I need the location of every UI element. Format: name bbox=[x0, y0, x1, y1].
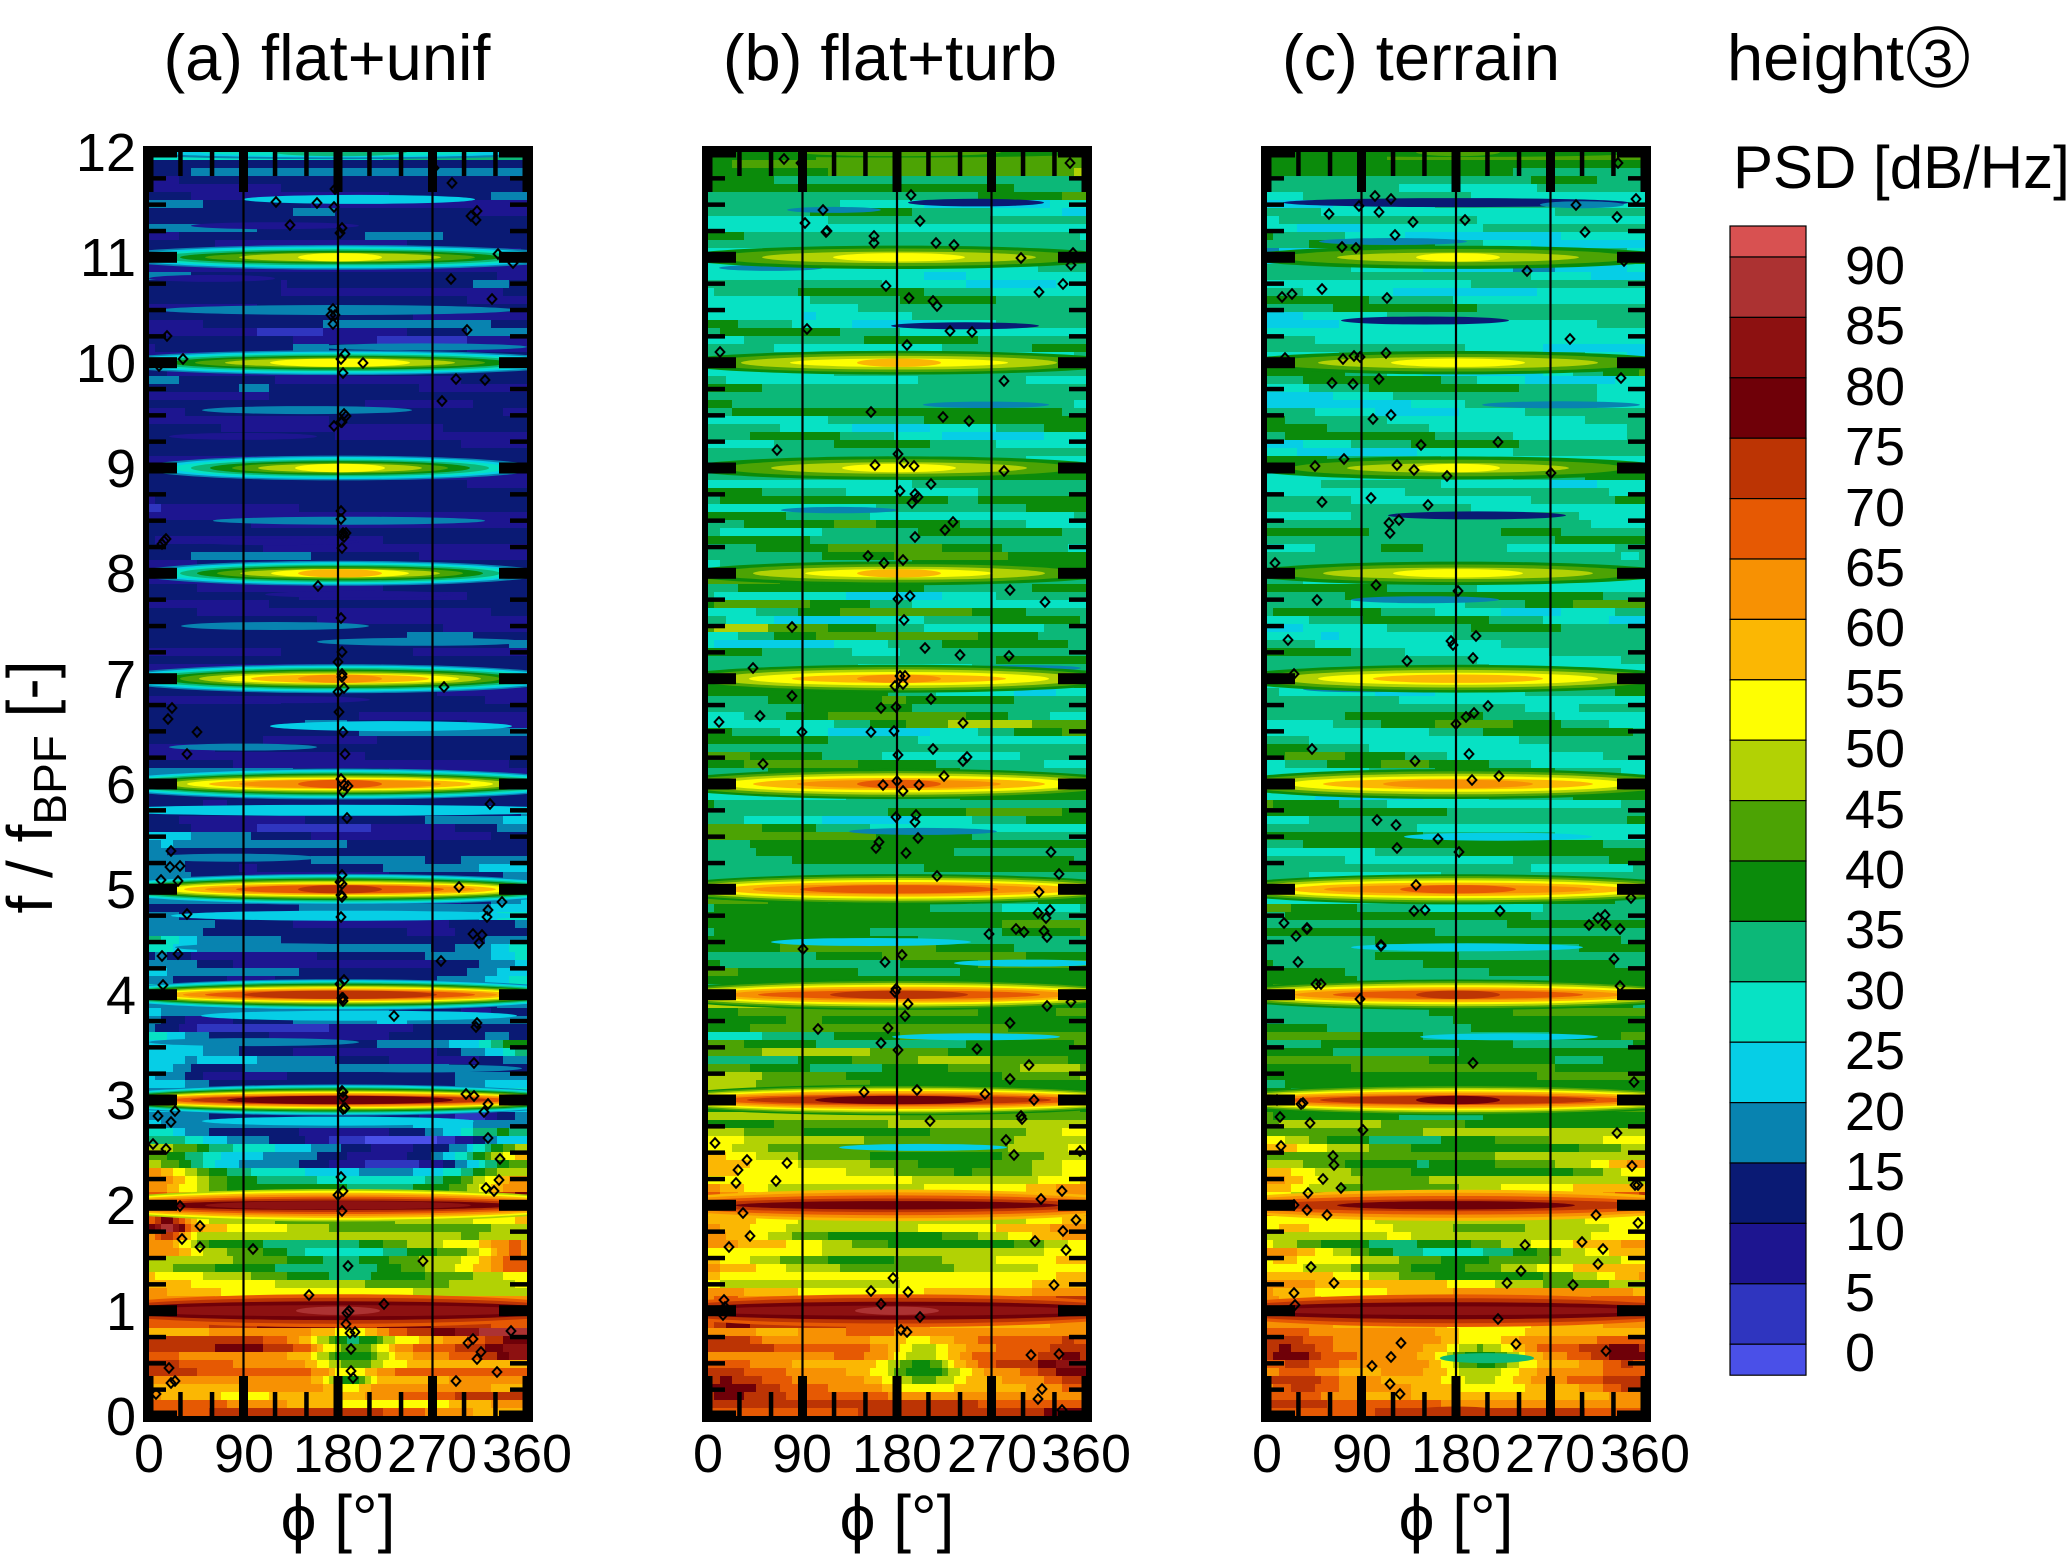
svg-text:0: 0 bbox=[134, 1424, 164, 1484]
svg-text:9: 9 bbox=[106, 439, 136, 499]
svg-text:270: 270 bbox=[947, 1424, 1037, 1484]
svg-text:90: 90 bbox=[772, 1424, 832, 1484]
svg-text:f / fBPF [-]: f / fBPF [-] bbox=[0, 660, 76, 913]
svg-text:30: 30 bbox=[1845, 961, 1905, 1021]
svg-text:85: 85 bbox=[1845, 296, 1905, 356]
svg-text:ϕ [°]: ϕ [°] bbox=[1399, 1482, 1514, 1554]
svg-text:90: 90 bbox=[214, 1424, 274, 1484]
svg-text:55: 55 bbox=[1845, 659, 1905, 719]
svg-text:ϕ [°]: ϕ [°] bbox=[840, 1482, 955, 1554]
svg-text:8: 8 bbox=[106, 544, 136, 604]
svg-text:0: 0 bbox=[1845, 1323, 1875, 1383]
svg-text:ϕ [°]: ϕ [°] bbox=[281, 1482, 396, 1554]
svg-text:80: 80 bbox=[1845, 357, 1905, 417]
svg-text:25: 25 bbox=[1845, 1021, 1905, 1081]
svg-text:180: 180 bbox=[852, 1424, 942, 1484]
svg-text:PSD [dB/Hz]: PSD [dB/Hz] bbox=[1733, 134, 2067, 201]
svg-text:360: 360 bbox=[482, 1424, 572, 1484]
svg-text:45: 45 bbox=[1845, 780, 1905, 840]
svg-text:360: 360 bbox=[1041, 1424, 1131, 1484]
svg-text:75: 75 bbox=[1845, 417, 1905, 477]
svg-text:5: 5 bbox=[106, 860, 136, 920]
svg-text:40: 40 bbox=[1845, 840, 1905, 900]
svg-text:15: 15 bbox=[1845, 1142, 1905, 1202]
svg-text:3: 3 bbox=[1923, 29, 1953, 89]
svg-text:270: 270 bbox=[1505, 1424, 1595, 1484]
svg-text:0: 0 bbox=[106, 1387, 136, 1447]
svg-text:65: 65 bbox=[1845, 538, 1905, 598]
svg-text:11: 11 bbox=[80, 228, 136, 288]
svg-text:10: 10 bbox=[76, 334, 136, 394]
svg-text:70: 70 bbox=[1845, 478, 1905, 538]
svg-text:90: 90 bbox=[1332, 1424, 1392, 1484]
svg-text:6: 6 bbox=[106, 755, 136, 815]
svg-text:180: 180 bbox=[293, 1424, 383, 1484]
svg-text:10: 10 bbox=[1845, 1202, 1905, 1262]
svg-text:60: 60 bbox=[1845, 598, 1905, 658]
svg-text:3: 3 bbox=[106, 1071, 136, 1131]
svg-text:height: height bbox=[1727, 21, 1904, 94]
svg-text:12: 12 bbox=[76, 123, 136, 183]
svg-text:50: 50 bbox=[1845, 719, 1905, 779]
svg-text:(c) terrain: (c) terrain bbox=[1282, 21, 1560, 94]
svg-text:270: 270 bbox=[387, 1424, 477, 1484]
svg-text:7: 7 bbox=[106, 650, 136, 710]
svg-text:(a) flat+unif: (a) flat+unif bbox=[164, 21, 492, 94]
svg-text:2: 2 bbox=[106, 1176, 136, 1236]
svg-text:(b) flat+turb: (b) flat+turb bbox=[723, 21, 1057, 94]
svg-text:90: 90 bbox=[1845, 236, 1905, 296]
svg-text:360: 360 bbox=[1600, 1424, 1690, 1484]
svg-text:5: 5 bbox=[1845, 1263, 1875, 1323]
svg-text:4: 4 bbox=[106, 966, 136, 1026]
svg-text:35: 35 bbox=[1845, 900, 1905, 960]
svg-text:1: 1 bbox=[106, 1282, 136, 1342]
svg-text:180: 180 bbox=[1411, 1424, 1501, 1484]
svg-text:0: 0 bbox=[1252, 1424, 1282, 1484]
svg-text:0: 0 bbox=[693, 1424, 723, 1484]
svg-text:20: 20 bbox=[1845, 1082, 1905, 1142]
